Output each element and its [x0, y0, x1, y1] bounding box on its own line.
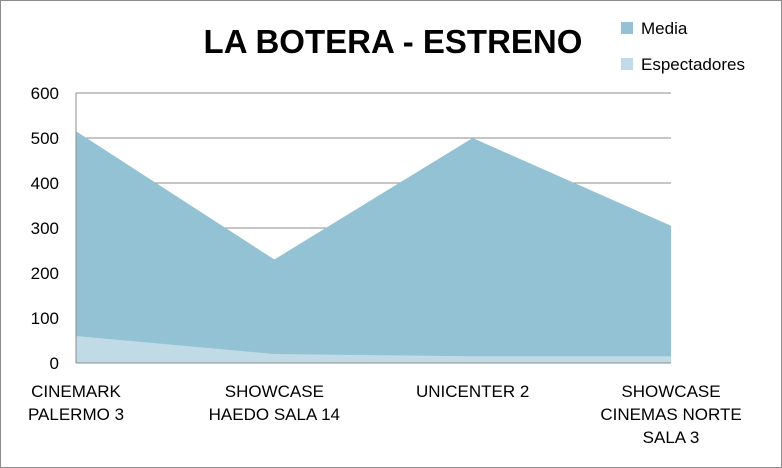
y-tick-label-600: 600	[31, 84, 59, 103]
category-label-line: HAEDO SALA 14	[209, 405, 340, 424]
category-label-line: CINEMARK	[31, 382, 121, 401]
category-labels: CINEMARK PALERMO 3 SHOWCASE HAEDO SALA 14 UN…	[28, 382, 742, 447]
category-label-0: CINEMARK PALERMO 3	[28, 382, 124, 424]
y-tick-label-400: 400	[31, 174, 59, 193]
legend-label-media: Media	[641, 19, 688, 38]
category-label-3: SHOWCASE CINEMAS NORTE SALA 3	[600, 382, 741, 447]
y-tick-labels: 0 100 200 300 400 500 600	[31, 84, 59, 373]
legend-swatch-media	[621, 22, 633, 34]
category-label-line: SALA 3	[643, 428, 700, 447]
y-tick-label-0: 0	[50, 354, 59, 373]
legend-swatch-espectadores	[621, 58, 633, 70]
y-tick-label-200: 200	[31, 264, 59, 283]
y-tick-label-500: 500	[31, 129, 59, 148]
legend: Media Espectadores	[621, 19, 745, 74]
category-label-line: UNICENTER 2	[416, 382, 529, 401]
chart-title: LA BOTERA - ESTRENO	[204, 23, 583, 60]
legend-label-espectadores: Espectadores	[641, 55, 745, 74]
area-series-espectadores	[76, 336, 671, 363]
axes	[75, 93, 671, 364]
area-series-media	[76, 131, 671, 363]
category-label-line: CINEMAS NORTE	[600, 405, 741, 424]
category-label-1: SHOWCASE HAEDO SALA 14	[209, 382, 340, 424]
y-tick-label-100: 100	[31, 309, 59, 328]
category-label-line: SHOWCASE	[225, 382, 324, 401]
category-label-line: SHOWCASE	[621, 382, 720, 401]
category-label-2: UNICENTER 2	[416, 382, 529, 401]
y-tick-label-300: 300	[31, 219, 59, 238]
plot-areas	[75, 131, 672, 363]
category-label-line: PALERMO 3	[28, 405, 124, 424]
